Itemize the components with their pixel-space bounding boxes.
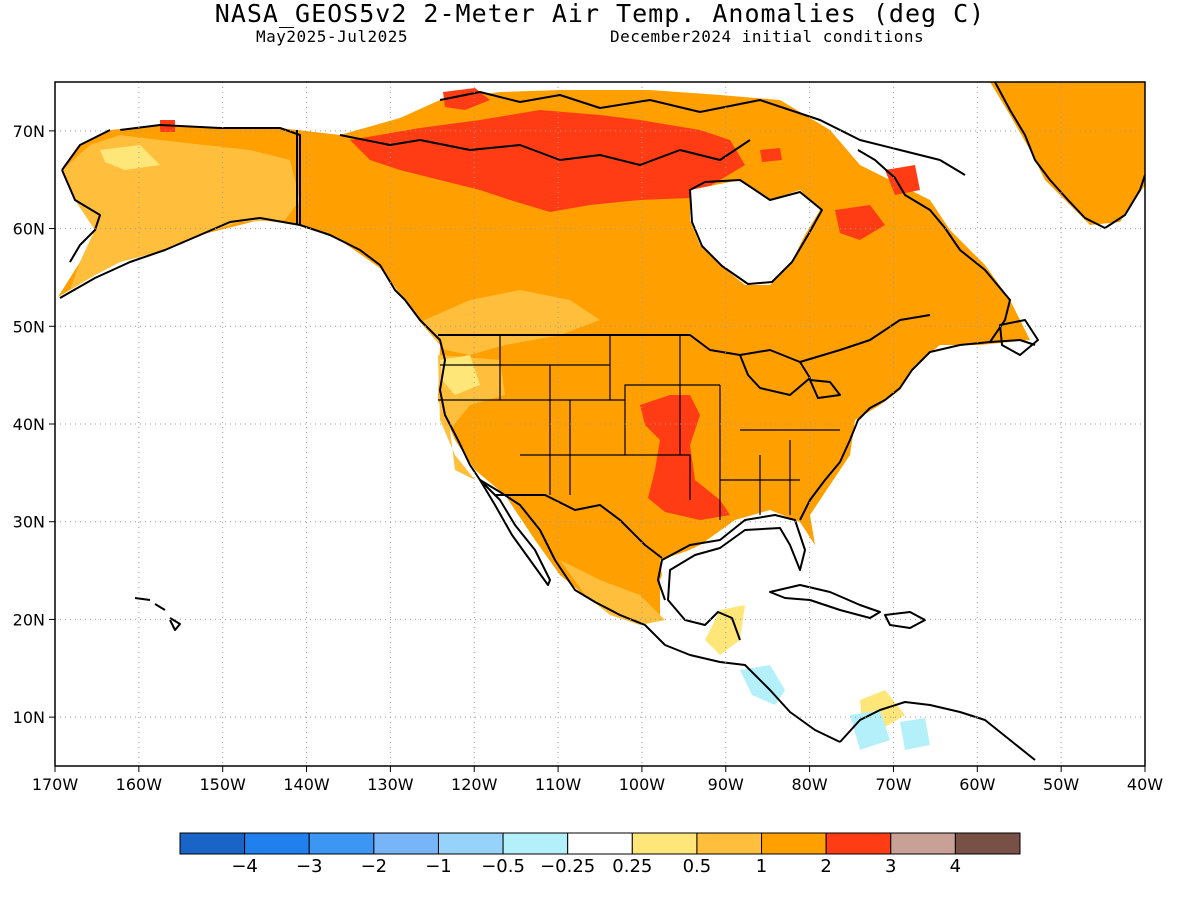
coastline-hawaii [134,597,181,631]
colorbar-label: 1 [756,856,767,877]
forecast-period: May2025-Jul2025 [256,27,408,46]
colorbar-swatch [308,832,375,855]
coastline-newfoundland [999,319,1039,356]
lon-tick-label: 100W [619,775,666,794]
graticule [55,82,1145,766]
latitude-labels: 10N 20N 30N 40N 50N 60N 70N [13,122,45,727]
colorbar-swatch [631,832,698,855]
lon-tick-label: 110W [535,775,582,794]
lon-tick-label: 90W [708,775,744,794]
colorbar-label: −2 [361,856,388,877]
colorbar-label: −0.25 [540,856,595,877]
anomaly-region-neutral-hudson [690,180,820,285]
lon-tick-label: 120W [451,775,498,794]
anomaly-shading [58,82,1145,750]
colorbar-swatch [825,832,892,855]
colorbar-label: −1 [425,856,452,877]
lon-tick-label: 130W [367,775,414,794]
lat-tick-label: 20N [13,610,45,629]
coastline-arctic [339,91,966,176]
colorbar-label: 0.25 [612,856,652,877]
colorbar-swatch [761,832,827,855]
anomaly-region-hot-4 [760,148,782,162]
colorbar-label: −4 [231,856,258,877]
anomaly-region-greenland [990,82,1145,225]
coastlines [59,82,1145,761]
coastline-greenland [994,82,1145,229]
colorbar-swatch [954,832,1021,855]
axis-ticks [49,130,1146,772]
colorbar-swatch [502,832,569,855]
colorbar-swatch [567,832,633,855]
colorbar-labels: −4 −3 −2 −1 −0.5 −0.25 0.25 0.5 1 2 3 4 [231,856,961,877]
anomaly-region-cool-3 [900,718,930,750]
colorbar-label: 4 [950,856,961,877]
map-body [55,82,1145,766]
lon-tick-label: 60W [959,775,995,794]
lon-tick-label: 80W [792,775,828,794]
anomaly-region-west [420,290,600,355]
coastline-westcoast [404,299,841,743]
border-states [438,335,840,520]
colorbar-label: −3 [296,856,323,877]
anomaly-region-hot-arctic [350,110,745,212]
colorbar [179,832,1021,855]
lat-tick-label: 40N [13,415,45,434]
anomaly-region-hot-1 [443,88,490,110]
colorbar-label: 2 [820,856,831,877]
anomaly-region-neutral-gulf [660,520,800,605]
longitude-labels: 170W 160W 150W 140W 130W 120W 110W 100W 90W 80W 70… [32,775,1163,794]
lon-tick-label: 50W [1043,775,1079,794]
map-title: NASA_GEOS5v2 2-Meter Air Temp. Anomalies… [214,0,986,28]
lat-tick-label: 60N [13,220,45,239]
anomaly-region-slight-2 [100,145,160,170]
border-us-mexico [495,494,663,559]
anomaly-region-slight-3 [705,605,745,655]
coastline-cuba [769,584,881,619]
lat-tick-label: 10N [13,708,45,727]
lat-tick-label: 50N [13,317,45,336]
coastline-hudson-bay [689,179,823,285]
border-canada-us [438,314,931,363]
lon-tick-label: 150W [200,775,247,794]
coastline-south-america [839,701,1036,761]
anomaly-region-hot-plains [640,395,730,520]
anomaly-region-hot-2 [835,205,885,240]
coastline-labrador [857,149,1011,343]
anomaly-region-alaska [62,135,300,290]
coastline-hispaniola [884,611,926,629]
anomaly-region-mexico-south [560,560,665,625]
lon-tick-label: 140W [283,775,330,794]
colorbar-swatch [890,832,956,855]
lon-tick-label: 70W [875,775,911,794]
coastline-baja [479,479,551,586]
colorbar-swatch [696,832,763,855]
colorbar-label: −0.5 [481,856,525,877]
lon-tick-label: 170W [32,775,79,794]
coastline-eastcoast [799,339,1036,521]
colorbar-label: 3 [885,856,896,877]
coastline-gulf [657,514,806,641]
initial-conditions: December2024 initial conditions [610,27,925,46]
lat-tick-label: 30N [13,513,45,532]
colorbar-swatch [244,832,310,855]
colorbar-swatch [437,832,504,855]
colorbar-swatch [373,832,439,855]
lat-tick-label: 70N [13,122,45,141]
lon-tick-label: 40W [1127,775,1163,794]
coastline-alaska [59,124,406,301]
colorbar-swatch [179,832,246,855]
colorbar-label: 0.5 [683,856,712,877]
lon-tick-label: 160W [116,775,163,794]
coastline-great-lakes [739,349,841,399]
